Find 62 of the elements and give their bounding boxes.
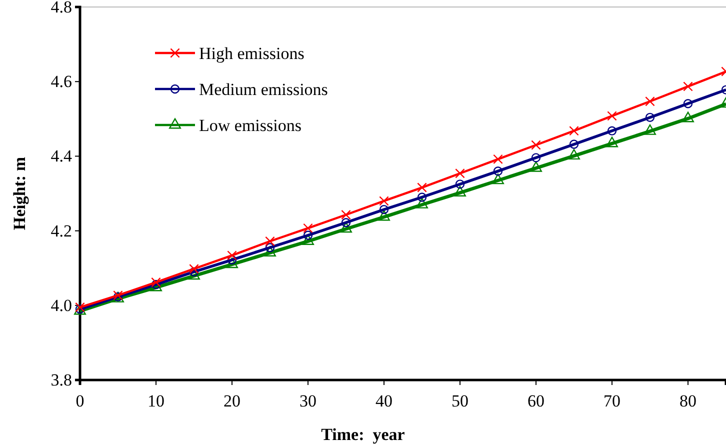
point — [303, 223, 313, 234]
point — [607, 126, 617, 136]
x-axis-title: Time: year — [321, 425, 406, 444]
point — [531, 153, 541, 162]
x-tick-label: 60 — [528, 392, 544, 411]
point — [341, 218, 351, 228]
point — [303, 230, 313, 240]
y-tick-label: 4.2 — [50, 221, 72, 240]
point — [645, 96, 655, 106]
point — [417, 182, 427, 192]
point — [227, 250, 237, 260]
point — [454, 186, 466, 196]
point — [75, 302, 85, 312]
legend-label: High emissions — [199, 44, 304, 63]
x-tick-label: 80 — [680, 392, 696, 411]
point — [568, 149, 580, 160]
x-tick-label: 70 — [604, 392, 620, 411]
x-tick-label: 40 — [376, 392, 392, 411]
legend-label: Medium emissions — [199, 80, 328, 99]
point — [530, 161, 542, 172]
x-tick-label: 0 — [76, 392, 84, 411]
point — [645, 112, 655, 122]
y-tick-label: 4.0 — [50, 296, 72, 315]
point — [569, 126, 579, 136]
y-axis-title: Height: m — [10, 156, 29, 230]
x-tick-label: 10 — [148, 392, 164, 411]
y-tick-label: 4.8 — [50, 0, 72, 16]
point — [227, 255, 237, 264]
point — [493, 166, 503, 176]
y-tick-label: 3.8 — [50, 370, 72, 390]
point — [151, 277, 161, 288]
point — [189, 264, 199, 274]
point — [455, 168, 465, 178]
point — [683, 82, 693, 92]
point — [493, 154, 503, 164]
point — [531, 140, 541, 150]
point — [455, 180, 465, 189]
point — [379, 196, 389, 206]
point — [569, 140, 579, 149]
point — [607, 111, 617, 121]
point — [265, 243, 275, 252]
point — [606, 136, 618, 148]
point — [378, 210, 390, 221]
point — [379, 204, 389, 214]
legend-label: Low emissions — [199, 116, 302, 135]
point — [265, 236, 275, 246]
x-tick-label: 20 — [224, 392, 240, 411]
point — [492, 174, 504, 184]
x-tick-label: 50 — [452, 392, 468, 411]
point — [683, 99, 693, 108]
point — [416, 198, 428, 208]
y-tick-label: 4.4 — [50, 146, 72, 166]
x-tick-label: 30 — [300, 392, 316, 411]
point — [340, 222, 352, 233]
point — [226, 258, 238, 268]
point — [417, 192, 427, 202]
point — [341, 210, 351, 220]
point — [682, 112, 694, 122]
y-tick-label: 4.6 — [50, 72, 72, 92]
point — [644, 124, 656, 135]
point — [188, 269, 200, 280]
point — [189, 267, 199, 276]
